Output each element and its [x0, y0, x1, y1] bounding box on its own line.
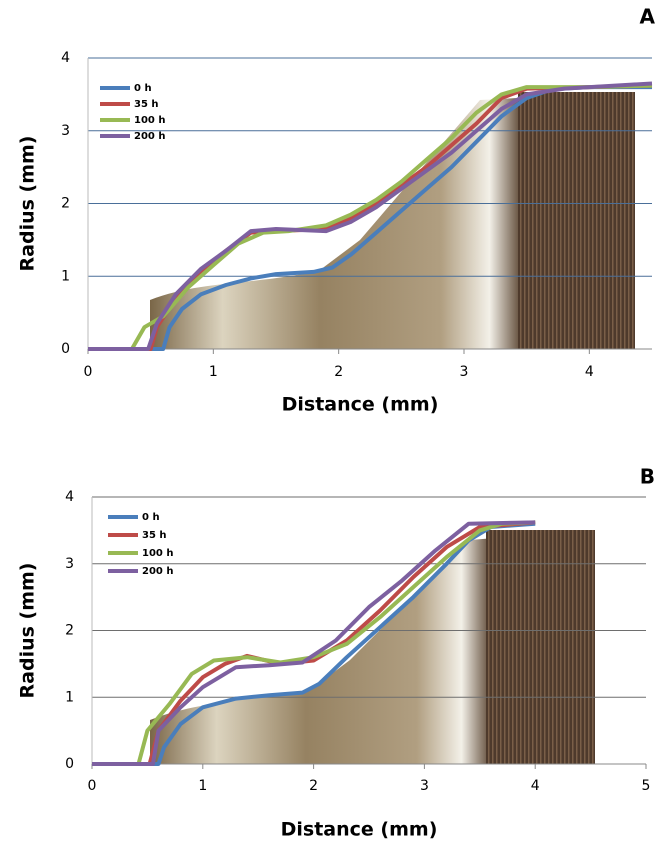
legend-label: 0 h [134, 83, 152, 94]
y-tick-label: 2 [65, 623, 74, 639]
x-tick-label: 0 [88, 778, 97, 794]
x-tick-label: 1 [198, 778, 207, 794]
x-tick-label: 3 [460, 364, 469, 380]
series-line [88, 81, 653, 351]
series-line [88, 83, 653, 351]
series-line [92, 520, 536, 766]
photo-b [150, 530, 595, 764]
x-axis-label: Distance (mm) [281, 819, 438, 841]
x-axis-label: Distance (mm) [282, 394, 439, 416]
series-line [88, 83, 653, 351]
legend-label: 35 h [142, 530, 167, 541]
y-tick-label: 0 [65, 756, 74, 772]
legend-label: 35 h [134, 99, 159, 110]
legend-label: 0 h [142, 512, 160, 523]
y-tick-label: 3 [65, 556, 74, 572]
x-tick-label: 4 [585, 364, 594, 380]
y-tick-label: 4 [61, 50, 70, 66]
y-tick-label: 1 [61, 268, 70, 284]
y-tick-label: 2 [61, 196, 70, 212]
legend-label: 100 h [134, 115, 165, 126]
x-tick-label: 4 [531, 778, 540, 794]
series-line [88, 85, 652, 351]
series-line [92, 520, 536, 766]
panel-label: B [640, 465, 655, 489]
x-tick-label: 2 [334, 364, 343, 380]
x-tick-label: 1 [209, 364, 218, 380]
legend-label: 200 h [134, 131, 165, 142]
y-tick-label: 4 [65, 489, 74, 505]
y-axis-label: Radius (mm) [17, 136, 39, 272]
x-tick-label: 5 [642, 778, 651, 794]
x-tick-label: 3 [420, 778, 429, 794]
x-tick-label: 2 [309, 778, 318, 794]
y-axis-label: Radius (mm) [17, 563, 39, 699]
series-line [92, 521, 536, 766]
legend-label: 100 h [142, 548, 173, 559]
legend-label: 200 h [142, 566, 173, 577]
y-tick-label: 1 [65, 689, 74, 705]
x-tick-label: 0 [84, 364, 93, 380]
y-tick-label: 0 [61, 341, 70, 357]
panel-label: A [640, 5, 656, 29]
y-tick-label: 3 [61, 123, 70, 139]
